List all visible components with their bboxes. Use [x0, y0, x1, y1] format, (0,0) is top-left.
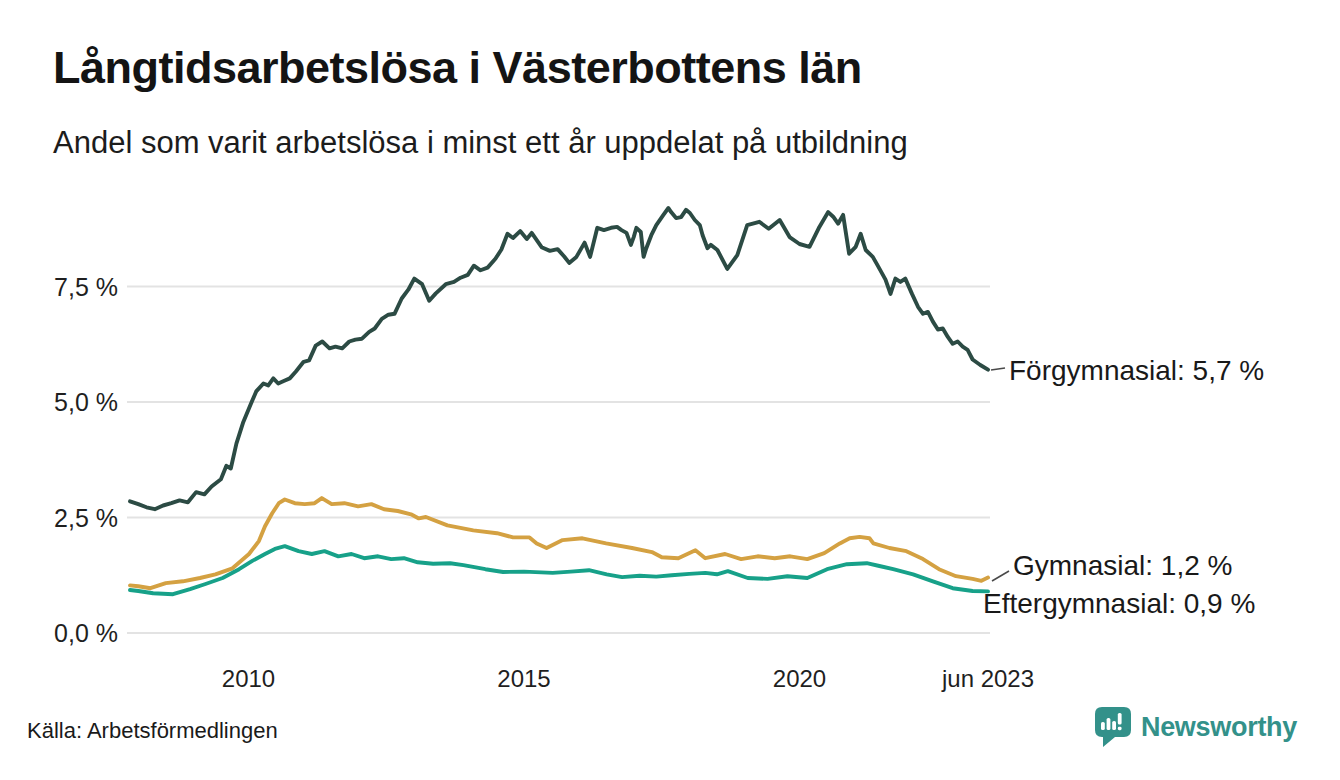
x-tick-label: jun 2023 [941, 665, 1034, 692]
series-line-förgymnasial [130, 208, 988, 509]
infographic-frame: Långtidsarbetslösa i Västerbottens län A… [0, 0, 1340, 780]
y-tick-label: 7,5 % [54, 273, 118, 301]
series-end-label-eftergymnasial: Eftergymnasial: 0,9 % [983, 588, 1255, 620]
y-tick-label: 0,0 % [54, 619, 118, 647]
newsworthy-bubble-chart-icon [1094, 706, 1132, 748]
y-tick-label: 2,5 % [54, 504, 118, 532]
line-chart: 0,0 % 2,5 % 5,0 % 7,5 % 2010 2015 2020 jun 2023 [0, 0, 1340, 780]
leader-gymnasial [992, 571, 1009, 581]
series-line-gymnasial [130, 498, 988, 588]
series-line-eftergymnasial [130, 546, 988, 594]
brand-logo: Newsworthy [1094, 706, 1297, 748]
y-tick-label: 5,0 % [54, 388, 118, 416]
x-tick-label: 2015 [497, 665, 550, 692]
brand-name: Newsworthy [1141, 712, 1297, 743]
x-tick-label: 2020 [773, 665, 826, 692]
series-end-label-forgymnasial: Förgymnasial: 5,7 % [1009, 355, 1264, 387]
leader-forgymnasial [991, 368, 1005, 370]
x-tick-label: 2010 [222, 665, 275, 692]
series-end-label-gymnasial: Gymnasial: 1,2 % [1013, 550, 1232, 582]
source-note: Källa: Arbetsförmedlingen [27, 718, 278, 744]
